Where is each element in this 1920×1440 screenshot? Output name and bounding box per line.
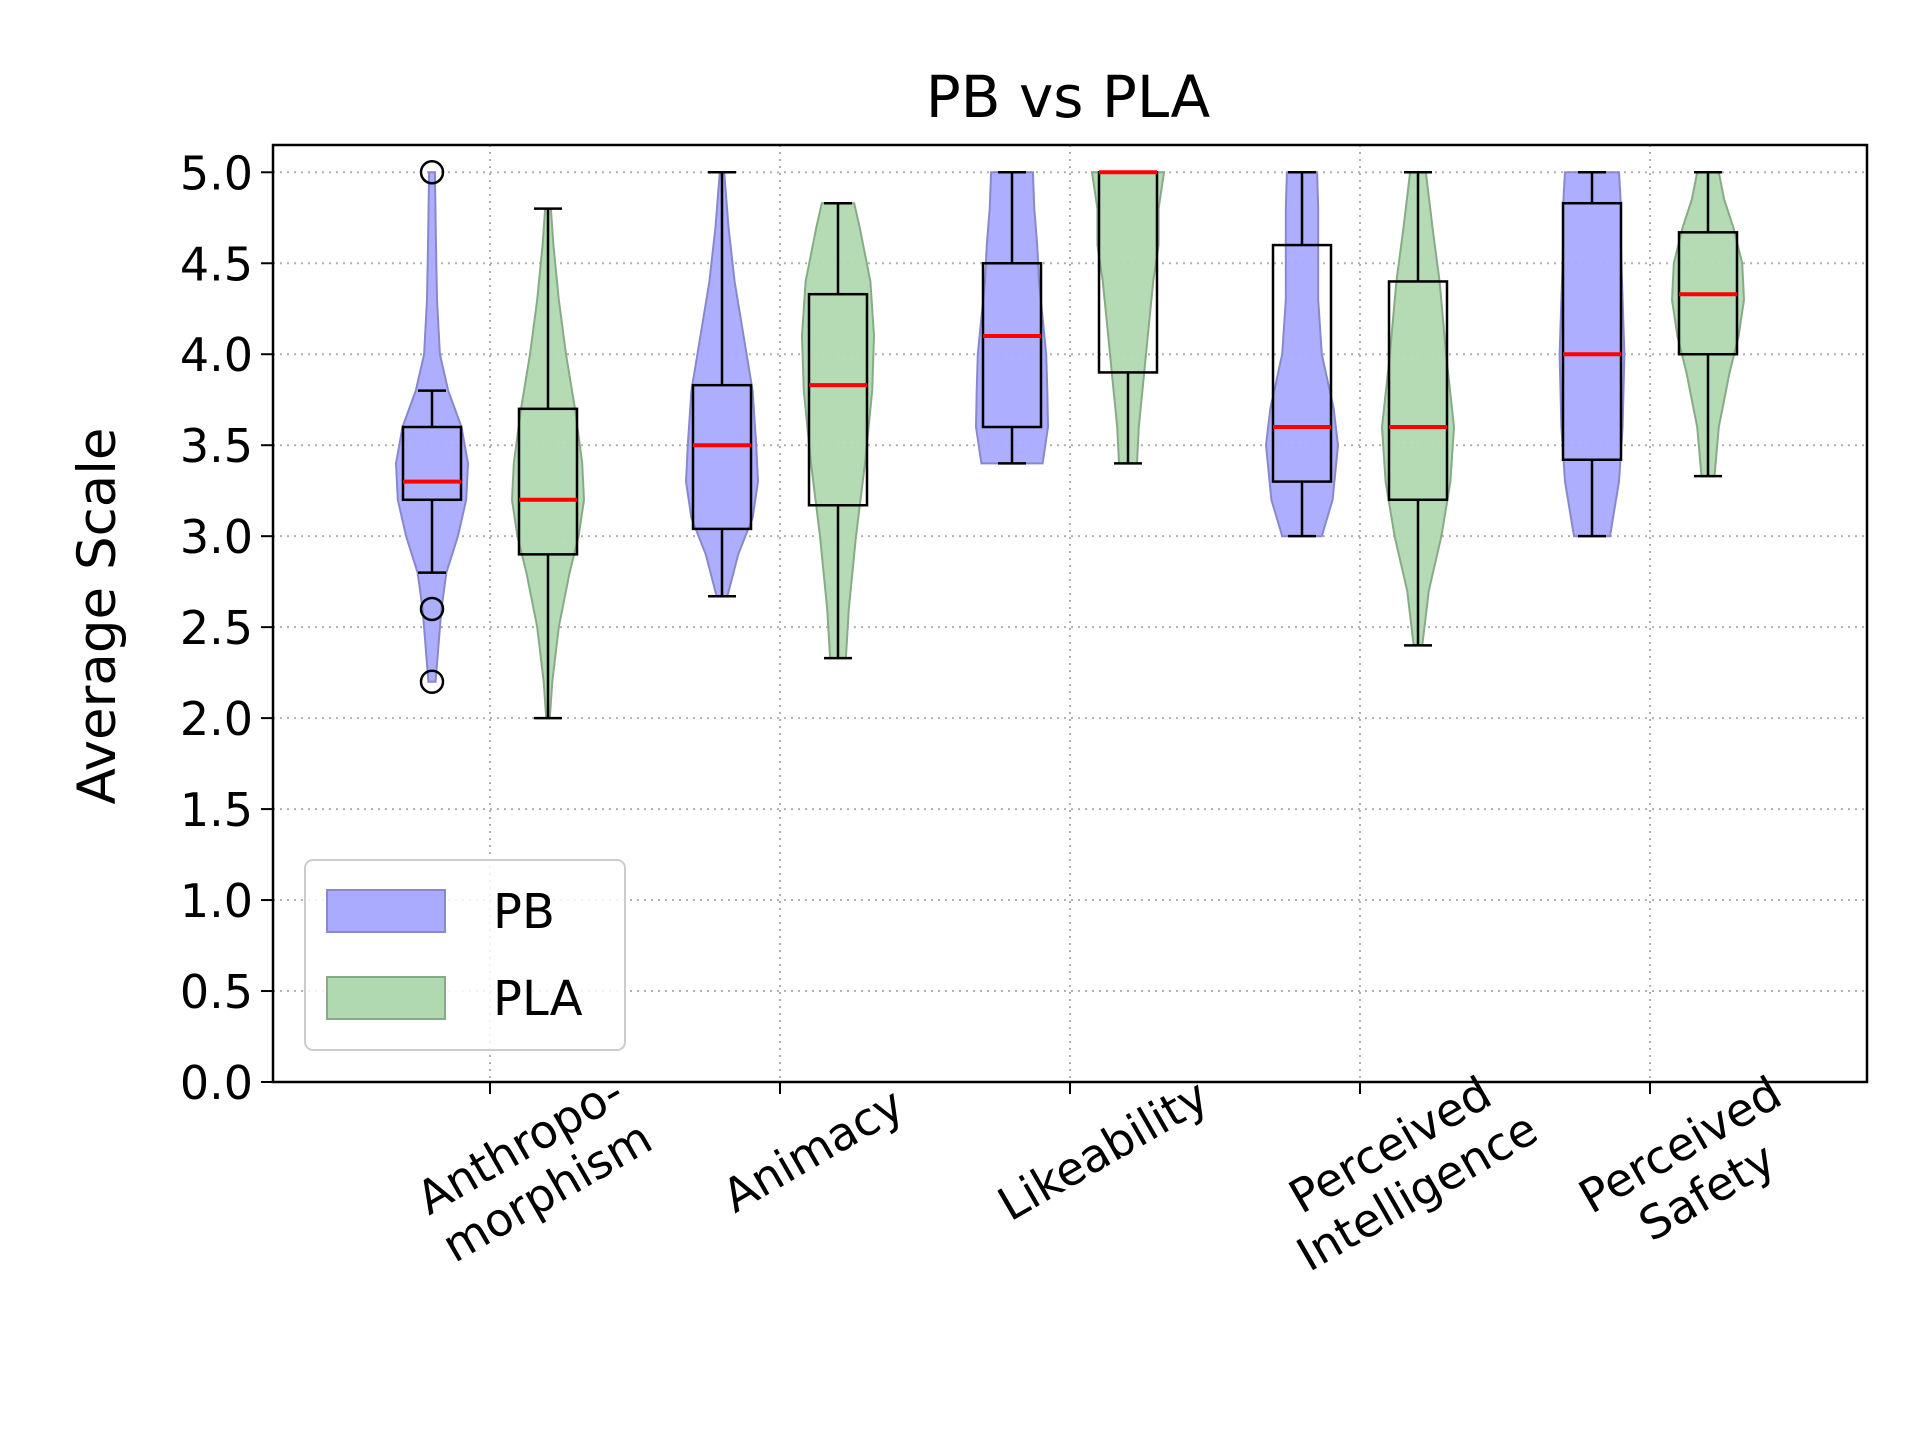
violin-group-pb <box>1558 171 1626 538</box>
chart-title: PB vs PLA <box>926 63 1211 131</box>
violin-group-pb <box>1264 171 1340 538</box>
violin-pla <box>1090 171 1166 465</box>
y-tick-label: 0.5 <box>180 965 253 1019</box>
violin-group-pla <box>1380 171 1456 647</box>
violin-pb <box>974 171 1050 465</box>
legend: PB PLA <box>304 859 626 1051</box>
y-tick-label: 4.5 <box>180 237 253 291</box>
outlier-point <box>419 669 445 694</box>
box-iqr <box>807 292 869 507</box>
box-iqr <box>1387 280 1449 502</box>
box-iqr <box>1561 201 1623 462</box>
box-iqr <box>517 407 579 556</box>
violin-group-pb <box>394 160 470 694</box>
legend-label-pb: PB <box>493 884 555 940</box>
violin-group-pb <box>684 171 760 598</box>
violin-group-pla <box>1090 170 1166 465</box>
y-tick-label: 5.0 <box>180 146 253 200</box>
y-axis-label: Average Scale <box>67 427 128 804</box>
y-tick-label: 1.5 <box>180 783 253 837</box>
plot-area <box>394 160 1746 720</box>
violin-group-pla <box>800 201 876 660</box>
legend-label-pla: PLA <box>493 971 583 1027</box>
box-iqr <box>1271 243 1333 483</box>
y-tick-label: 4.0 <box>180 328 253 382</box>
y-tick-label: 3.0 <box>180 510 253 564</box>
y-tick-label: 2.5 <box>180 601 253 655</box>
outlier-point <box>419 160 445 185</box>
y-tick-label: 3.5 <box>180 419 253 473</box>
box-iqr <box>981 262 1043 429</box>
outlier-point <box>419 596 445 622</box>
violin-pb <box>1264 171 1340 538</box>
y-tick-label: 0.0 <box>180 1056 253 1110</box>
legend-swatch-pb <box>326 889 446 933</box>
box-iqr <box>691 383 753 531</box>
violin-group-pla <box>510 207 586 720</box>
violin-pla <box>800 202 876 660</box>
violin-group-pla <box>1670 171 1746 478</box>
box-iqr <box>401 425 463 502</box>
y-tick-label: 2.0 <box>180 692 253 746</box>
legend-swatch-pla <box>326 976 446 1020</box>
violin-group-pb <box>974 171 1050 465</box>
y-tick-label: 1.0 <box>180 874 253 928</box>
